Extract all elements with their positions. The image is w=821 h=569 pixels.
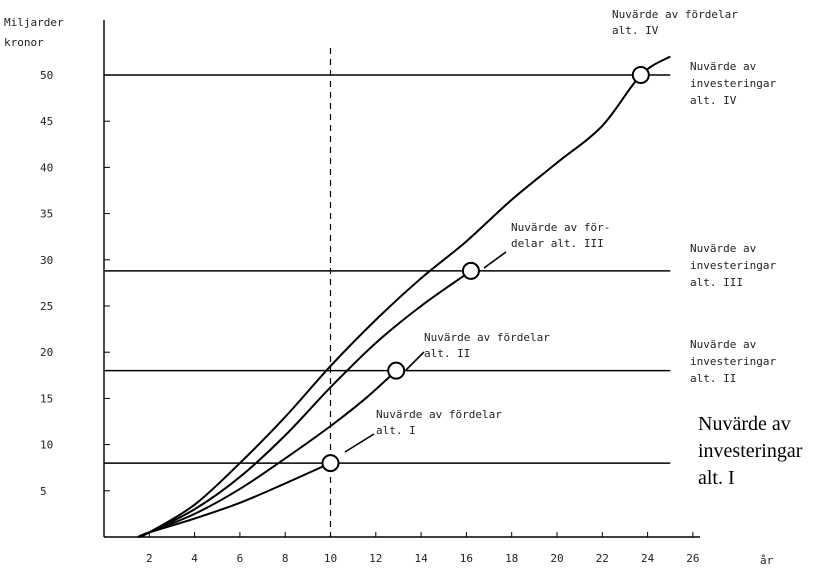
benefit-label-2-line-2: alt. II (424, 347, 470, 360)
benefit-label-leader-2 (405, 351, 425, 371)
y-tick-label: 40 (40, 161, 53, 174)
y-tick-label: 50 (40, 69, 53, 82)
benefit-label-3-line-1: Nuvärde av för- (511, 221, 610, 234)
intersection-marker-1 (321, 454, 340, 473)
benefit-label-1-line-2: alt. I (376, 424, 416, 437)
investment-lines: Nuvärde av investeringar alt. I Nuvärde av i… (104, 60, 803, 489)
benefit-label-1-line-1: Nuvärde av fördelar (376, 408, 502, 421)
investment-label-2-line-1: Nuvärde av (690, 338, 757, 351)
x-tick-label: 2 (146, 552, 153, 565)
investment-label-4-line-3: alt. IV (690, 94, 737, 107)
y-tick-label: 35 (40, 208, 53, 221)
x-ticks: 2 4 6 8 10 12 14 16 18 20 22 24 26 (146, 48, 700, 565)
investment-label-3-line-2: investeringar (690, 259, 776, 272)
x-tick-label: 4 (191, 552, 198, 565)
y-ticks: 5 10 15 20 25 30 35 40 45 50 (40, 69, 110, 498)
benefit-label-3-line-2: delar alt. III (511, 237, 604, 250)
x-tick-label: 8 (282, 552, 289, 565)
y-axis-title-line-1: Miljarder (4, 16, 64, 29)
y-tick-label: 30 (40, 254, 53, 267)
investment-label-4-line-1: Nuvärde av (690, 60, 757, 73)
benefit-curve-4 (137, 55, 671, 538)
x-axis-unit: år (760, 554, 774, 567)
intersection-marker-3 (461, 261, 480, 280)
y-tick-label: 45 (40, 115, 53, 128)
benefit-label-4-line-2: alt. IV (612, 24, 659, 37)
investment-label-3-line-1: Nuvärde av (690, 242, 757, 255)
x-tick-label: 6 (237, 552, 244, 565)
investment-label-1-line-3: alt. I (698, 467, 735, 489)
investment-label-1-line-1: Nuvärde av (698, 413, 791, 435)
x-tick-label: 26 (686, 552, 699, 565)
intersection-marker-2 (387, 361, 406, 380)
benefit-curves (137, 55, 671, 538)
y-tick-label: 20 (40, 346, 53, 359)
benefit-label-4-line-1: Nuvärde av fördelar (612, 8, 738, 21)
y-tick-label: 25 (40, 300, 53, 313)
x-tick-label: 24 (641, 552, 655, 565)
benefit-label-leader-3 (483, 251, 507, 269)
x-tick-label: 10 (324, 552, 337, 565)
benefit-curve-3 (137, 270, 472, 538)
y-tick-label: 15 (40, 392, 53, 405)
investment-label-2-line-2: investeringar (690, 355, 776, 368)
annotation-labels: Nuvärde av fördelar alt. I Nuvärde av förd… (344, 8, 738, 453)
y-tick-label: 5 (40, 485, 47, 498)
investment-label-1-line-2: investeringar (698, 440, 803, 462)
x-tick-label: 14 (414, 552, 428, 565)
y-tick-label: 10 (40, 439, 53, 452)
benefit-label-leader-1 (344, 433, 375, 453)
investment-label-3-line-3: alt. III (690, 276, 743, 289)
intersection-marker-4 (631, 66, 650, 84)
investment-label-4-line-2: investeringar (690, 77, 776, 90)
y-axis-title-line-2: kronor (4, 36, 44, 49)
investment-label-2-line-3: alt. II (690, 372, 736, 385)
x-tick-label: 12 (369, 552, 382, 565)
x-tick-label: 18 (505, 552, 518, 565)
x-tick-label: 20 (550, 552, 563, 565)
benefit-label-2-line-1: Nuvärde av fördelar (424, 331, 550, 344)
x-tick-label: 22 (596, 552, 609, 565)
x-tick-label: 16 (460, 552, 473, 565)
